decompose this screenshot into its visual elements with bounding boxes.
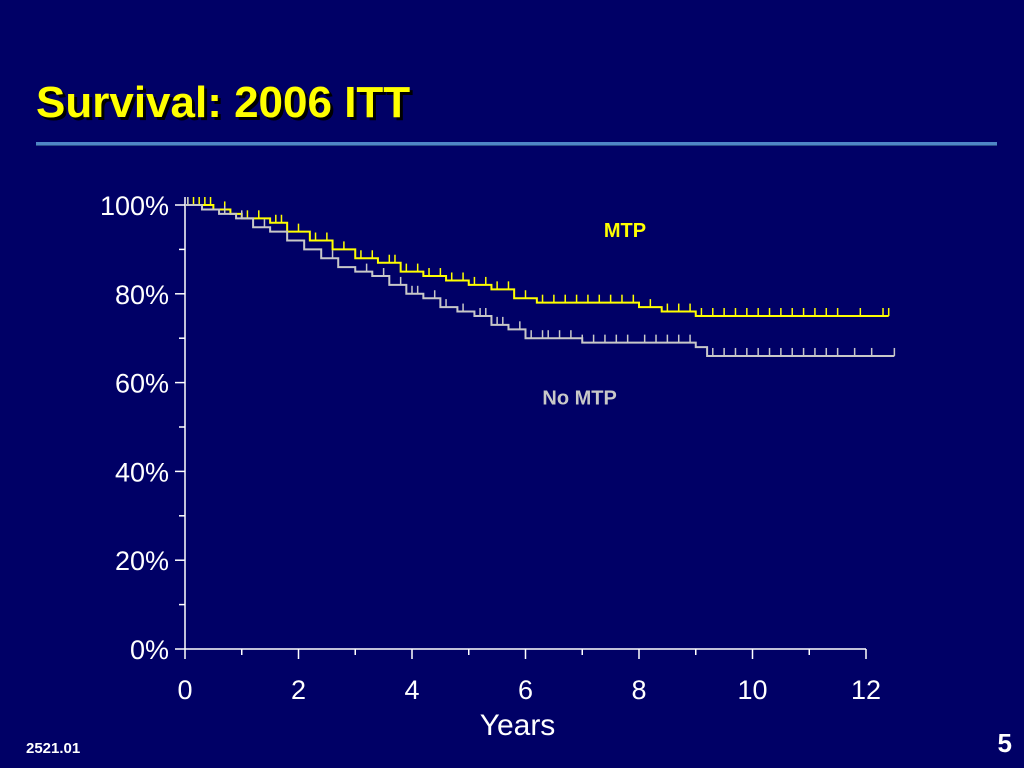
title-divider	[36, 142, 997, 146]
series-line-no-mtp	[185, 204, 895, 357]
y-tick-label: 100%	[100, 191, 169, 221]
y-tick-label: 0%	[130, 635, 169, 665]
x-tick-label: 0	[177, 675, 192, 705]
annotation-mtp: MTP	[604, 220, 646, 242]
x-tick-label: 10	[737, 675, 767, 705]
y-tick-label: 60%	[115, 369, 169, 399]
slide-title: Survival: 2006 ITT	[36, 78, 411, 127]
page-number: 5	[997, 728, 1012, 758]
x-axis-label: Years	[480, 709, 556, 742]
slide-code: 2521.01	[26, 740, 81, 757]
series-line-mtp	[185, 204, 889, 317]
x-tick-label: 6	[518, 675, 533, 705]
y-tick-label: 40%	[115, 457, 169, 487]
y-tick-label: 20%	[115, 546, 169, 576]
x-tick-label: 8	[631, 675, 646, 705]
annotation-no-mtp: No MTP	[542, 388, 616, 410]
x-tick-label: 4	[404, 675, 419, 705]
x-tick-label: 12	[851, 675, 881, 705]
x-tick-label: 2	[291, 675, 306, 705]
y-tick-label: 80%	[115, 280, 169, 310]
